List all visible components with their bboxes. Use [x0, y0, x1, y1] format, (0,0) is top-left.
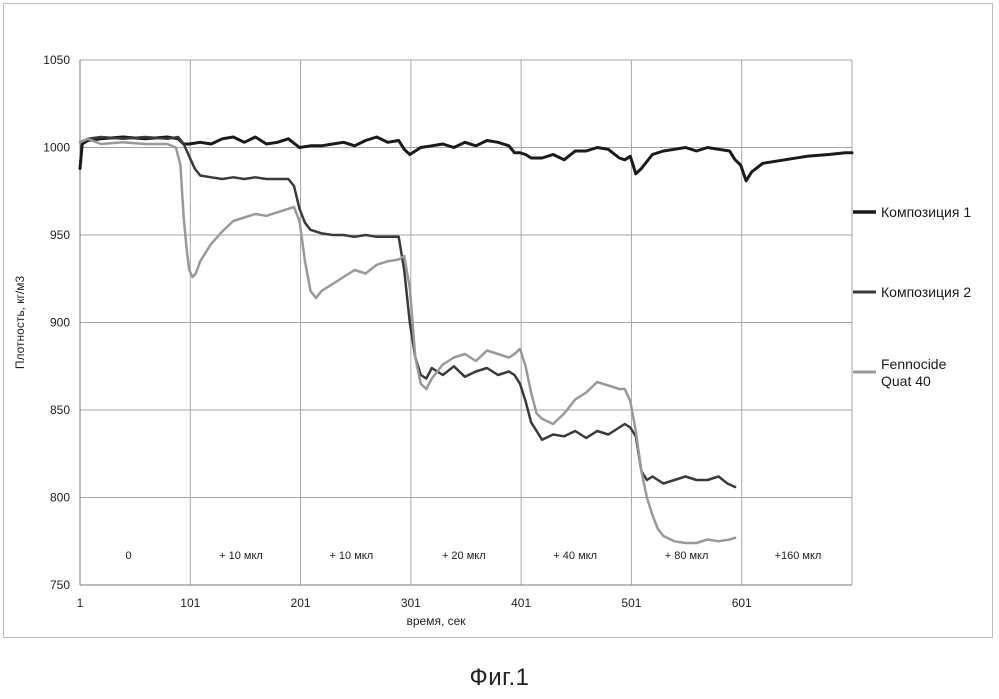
y-tick-label: 1000	[43, 141, 70, 155]
x-tick-label: 1	[77, 596, 84, 610]
y-tick-label: 900	[50, 316, 70, 330]
phase-label: + 10 мкл	[219, 550, 263, 562]
figure-caption: Фиг.1	[0, 664, 999, 692]
y-tick-label: 750	[50, 578, 70, 592]
density-chart: 750 800 850 900 950 1000 1050 1 101 201 301 401 501 6…	[0, 0, 999, 645]
series-line	[80, 137, 852, 181]
x-tick-label: 401	[511, 596, 531, 610]
y-axis-title: Плотность, кг/м3	[13, 276, 27, 370]
y-tick-label: 800	[50, 491, 70, 505]
phase-label: +160 мкл	[775, 550, 822, 562]
series-line	[80, 139, 735, 543]
phase-label: + 80 мкл	[665, 550, 709, 562]
phase-label: 0	[125, 550, 131, 562]
y-tick-label: 850	[50, 403, 70, 417]
legend-label: Композиция 1	[881, 204, 971, 220]
y-tick-label: 1050	[43, 53, 70, 67]
x-tick-label: 201	[291, 596, 311, 610]
phase-label: + 20 мкл	[442, 550, 486, 562]
x-axis-title: время, сек	[406, 614, 466, 628]
x-tick-label: 601	[732, 596, 752, 610]
y-tick-label: 950	[50, 228, 70, 242]
legend-label: Quat 40	[881, 373, 931, 389]
x-tick-label: 301	[401, 596, 421, 610]
legend-label: Композиция 2	[881, 284, 971, 300]
x-tick-label: 101	[180, 596, 200, 610]
phase-label: + 40 мкл	[553, 550, 597, 562]
x-tick-label: 501	[621, 596, 641, 610]
legend-label: Fennocide	[881, 356, 947, 372]
phase-label: + 10 мкл	[329, 550, 373, 562]
